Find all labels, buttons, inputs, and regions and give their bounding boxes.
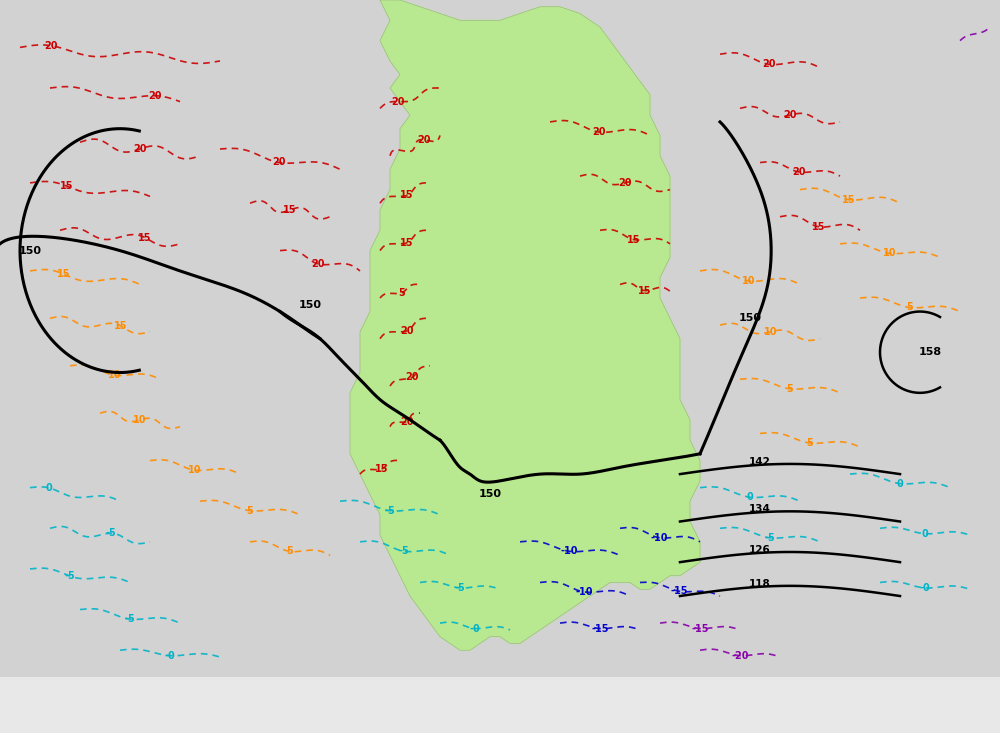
Text: 15: 15 [283,205,297,215]
Text: 15: 15 [138,232,152,243]
Text: 15: 15 [400,237,414,248]
Text: 5: 5 [398,288,405,298]
Text: Th 30-05-2024 18:00 UTC (18+72): Th 30-05-2024 18:00 UTC (18+72) [575,690,900,707]
Text: 15: 15 [57,269,70,279]
Text: 0: 0 [746,492,753,502]
Polygon shape [350,0,700,650]
Text: 150: 150 [18,246,42,256]
Text: -5: -5 [454,583,465,593]
Text: 20: 20 [312,259,325,269]
Text: -0: -0 [919,583,930,593]
Text: 15: 15 [60,181,73,191]
Text: 10: 10 [883,248,896,258]
Text: 5: 5 [806,438,813,448]
Text: 0: 0 [896,479,903,489]
Text: 126: 126 [749,545,771,555]
Text: 0: 0 [46,483,52,493]
Text: 10: 10 [188,465,201,475]
Text: -5: -5 [124,614,135,624]
Text: 20: 20 [272,158,286,167]
Text: 20: 20 [783,110,797,120]
Text: -0: -0 [469,624,480,633]
Text: 20: 20 [405,372,419,383]
Text: -5: -5 [399,546,410,556]
Text: -15: -15 [691,624,709,633]
Text: Height/Temp. 850 hPa [gdmp][°C] ECMWF: Height/Temp. 850 hPa [gdmp][°C] ECMWF [10,690,398,707]
Text: 15: 15 [627,235,641,245]
Text: 150: 150 [738,313,762,323]
Text: -5: -5 [106,528,117,538]
Text: 20: 20 [44,40,57,51]
Text: -5: -5 [764,533,775,542]
Text: 15: 15 [375,464,388,474]
Text: 5: 5 [286,546,293,556]
Text: 10: 10 [742,276,756,286]
Text: 20: 20 [133,144,147,154]
Text: 20: 20 [417,135,430,145]
Text: 20: 20 [792,167,806,177]
Text: 20: 20 [762,59,776,70]
Text: 10: 10 [763,327,777,337]
Text: 20: 20 [618,178,632,188]
Text: -10: -10 [561,546,578,556]
Text: 150: 150 [479,490,502,499]
Text: ©weatheronline.co.uk: ©weatheronline.co.uk [842,720,985,733]
Text: 20: 20 [400,325,414,336]
Text: -10: -10 [576,587,593,597]
Text: 10: 10 [133,415,147,425]
Text: 15: 15 [842,195,856,205]
Text: 5: 5 [906,303,913,312]
Text: -10: -10 [650,533,668,542]
Text: 20: 20 [148,91,162,100]
Text: 5: 5 [246,506,253,515]
Text: 0: 0 [921,528,928,539]
Text: 20: 20 [391,97,404,106]
Text: 15: 15 [812,222,826,232]
Text: -15: -15 [671,586,688,596]
Text: -5: -5 [384,506,395,515]
Text: -15: -15 [591,624,609,633]
Text: -5: -5 [64,571,75,581]
Text: 20: 20 [592,127,606,137]
Text: 158: 158 [918,347,942,357]
Text: 5: 5 [786,384,793,394]
Text: -20: -20 [731,651,749,660]
Text: 142: 142 [749,457,771,467]
Text: 15: 15 [114,321,128,331]
Text: -0: -0 [164,651,175,660]
Text: 150: 150 [298,300,322,310]
Text: 118: 118 [749,579,771,589]
Text: 134: 134 [749,504,771,515]
Text: 15: 15 [638,286,651,295]
Text: 20: 20 [400,416,413,427]
Text: 10: 10 [108,370,121,380]
Text: 15: 15 [400,191,414,200]
